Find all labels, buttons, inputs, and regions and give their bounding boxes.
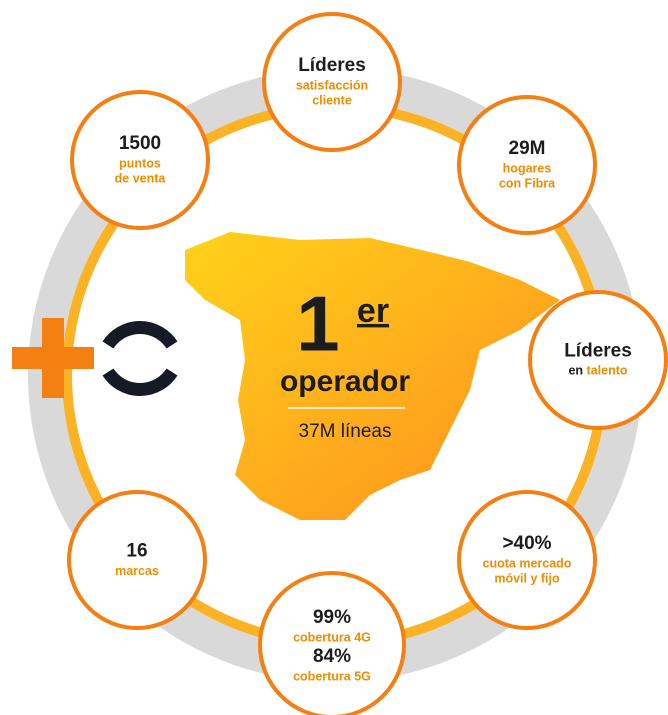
logo-ring xyxy=(102,321,178,396)
node-title: 29M xyxy=(509,138,546,159)
node-circle xyxy=(528,290,668,430)
spain-map xyxy=(185,232,560,520)
rank-label: operador xyxy=(280,365,410,398)
rank-number: 1 xyxy=(296,280,339,368)
node-line: marcas xyxy=(115,564,159,578)
node-title: 84% xyxy=(313,646,351,667)
node-line-text: talento xyxy=(587,364,628,378)
node-title: 1500 xyxy=(119,133,161,154)
node-circle xyxy=(70,90,210,230)
node-line: cliente xyxy=(312,93,352,107)
node-circle xyxy=(262,12,402,152)
node-line: con Fibra xyxy=(499,176,556,190)
node-line: puntos xyxy=(119,156,161,170)
node-title: 99% xyxy=(313,607,351,628)
node-line: cuota mercado xyxy=(483,556,572,570)
node-line: hogares xyxy=(503,161,552,175)
node-circle xyxy=(457,490,597,630)
rank-suffix: er xyxy=(357,292,389,330)
node-circle xyxy=(258,571,406,715)
node-line: móvil y fijo xyxy=(494,571,560,585)
logo-plus xyxy=(42,318,64,398)
node-line: cobertura 5G xyxy=(293,669,371,683)
node-title: 16 xyxy=(126,541,147,562)
node-circle xyxy=(67,490,207,630)
lines-count: 37M líneas xyxy=(299,421,392,442)
node-lead: en xyxy=(568,364,583,378)
node-circle xyxy=(457,95,597,235)
node-line: de venta xyxy=(115,171,167,185)
node-title: Líderes xyxy=(298,55,366,76)
node-line: satisfacción xyxy=(296,78,368,92)
node-title: Líderes xyxy=(564,341,632,362)
node-title: >40% xyxy=(502,533,551,554)
node-line: en talento xyxy=(568,364,627,378)
node-line: cobertura 4G xyxy=(293,630,371,644)
